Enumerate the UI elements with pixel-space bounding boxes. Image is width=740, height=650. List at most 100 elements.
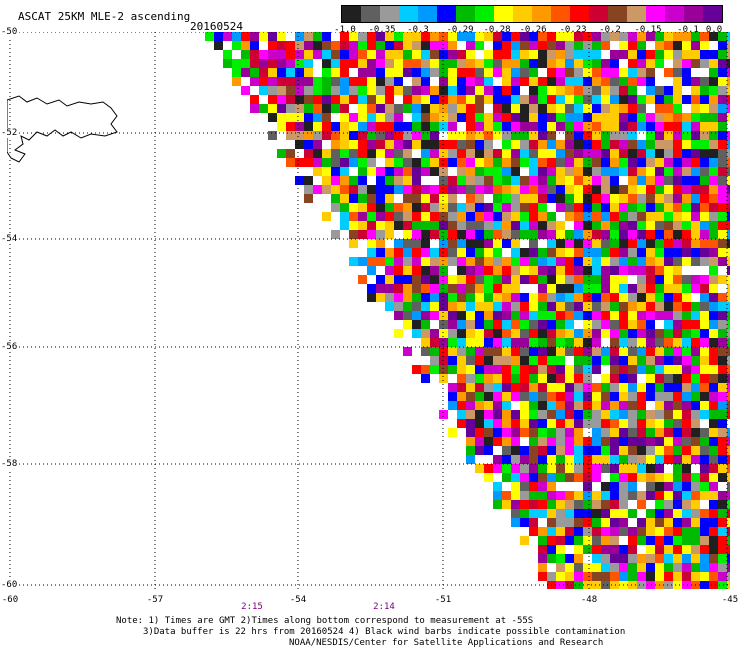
swath-cell [241, 41, 250, 50]
swath-cell [574, 68, 583, 77]
swath-cell [592, 392, 601, 401]
swath-cell [583, 311, 592, 320]
swath-cell [493, 329, 502, 338]
swath-cell [700, 203, 709, 212]
swath-cell [484, 167, 493, 176]
swath-cell [655, 536, 664, 545]
swath-cell [430, 230, 439, 239]
swath-cell [592, 473, 601, 482]
swath-cell [664, 581, 673, 589]
swath-cell [718, 86, 727, 95]
swath-cell [646, 95, 655, 104]
swath-cell [664, 212, 673, 221]
swath-cell [619, 140, 628, 149]
swath-cell [556, 446, 565, 455]
swath-cell [457, 149, 466, 158]
swath-cell [376, 113, 385, 122]
swath-cell [511, 428, 520, 437]
swath-cell [520, 275, 529, 284]
swath-cell [493, 365, 502, 374]
swath-cell [727, 374, 730, 383]
swath-cell [583, 185, 592, 194]
swath-cell [313, 50, 322, 59]
swath-cell [700, 140, 709, 149]
swath-cell [610, 32, 619, 41]
swath-cell [619, 545, 628, 554]
swath-cell [502, 266, 511, 275]
swath-cell [493, 41, 502, 50]
swath-cell [709, 41, 718, 50]
swath-cell [646, 401, 655, 410]
swath-cell [520, 176, 529, 185]
swath-cell [295, 50, 304, 59]
swath-cell [556, 293, 565, 302]
swath-cell [547, 293, 556, 302]
swath-cell [682, 338, 691, 347]
swath-cell [466, 41, 475, 50]
swath-cell [556, 158, 565, 167]
swath-cell [592, 563, 601, 572]
falkland-islands-coastline [7, 95, 118, 163]
swath-cell [385, 275, 394, 284]
swath-cell [484, 311, 493, 320]
swath-cell [439, 41, 448, 50]
swath-cell [583, 95, 592, 104]
swath-cell [538, 50, 547, 59]
swath-cell [484, 275, 493, 284]
swath-cell [421, 212, 430, 221]
swath-cell [502, 338, 511, 347]
swath-cell [700, 446, 709, 455]
swath-cell [727, 239, 730, 248]
swath-cell [619, 248, 628, 257]
swath-cell [610, 527, 619, 536]
swath-cell [475, 221, 484, 230]
swath-cell [718, 59, 727, 68]
swath-cell [304, 68, 313, 77]
swath-cell [367, 167, 376, 176]
swath-cell [601, 302, 610, 311]
swath-cell [349, 113, 358, 122]
swath-cell [385, 32, 394, 41]
swath-cell [547, 275, 556, 284]
swath-cell [520, 140, 529, 149]
swath-cell [610, 455, 619, 464]
swath-cell [421, 203, 430, 212]
swath-cell [565, 194, 574, 203]
swath-cell [709, 500, 718, 509]
swath-cell [646, 41, 655, 50]
swath-cell [709, 230, 718, 239]
swath-cell [412, 149, 421, 158]
swath-cell [448, 32, 457, 41]
swath-cell [682, 509, 691, 518]
swath-cell [583, 572, 592, 581]
swath-cell [574, 320, 583, 329]
swath-cell [565, 383, 574, 392]
swath-cell [673, 230, 682, 239]
swath-cell [718, 563, 727, 572]
swath-cell [637, 95, 646, 104]
swath-cell [484, 203, 493, 212]
swath-cell [556, 437, 565, 446]
swath-cell [637, 239, 646, 248]
swath-cell [520, 437, 529, 446]
lat-label: -52 [1, 128, 18, 138]
swath-cell [412, 86, 421, 95]
swath-cell [664, 77, 673, 86]
swath-cell [538, 293, 547, 302]
swath-cell [439, 230, 448, 239]
swath-cell [466, 230, 475, 239]
swath-cell [538, 176, 547, 185]
swath-cell [637, 572, 646, 581]
swath-cell [727, 563, 730, 572]
swath-cell [367, 41, 376, 50]
swath-cell [394, 284, 403, 293]
swath-cell [394, 329, 403, 338]
swath-cell [430, 221, 439, 230]
swath-cell [502, 167, 511, 176]
swath-cell [664, 59, 673, 68]
swath-cell [700, 212, 709, 221]
swath-cell [592, 275, 601, 284]
swath-cell [664, 455, 673, 464]
swath-cell [592, 482, 601, 491]
swath-cell [547, 383, 556, 392]
